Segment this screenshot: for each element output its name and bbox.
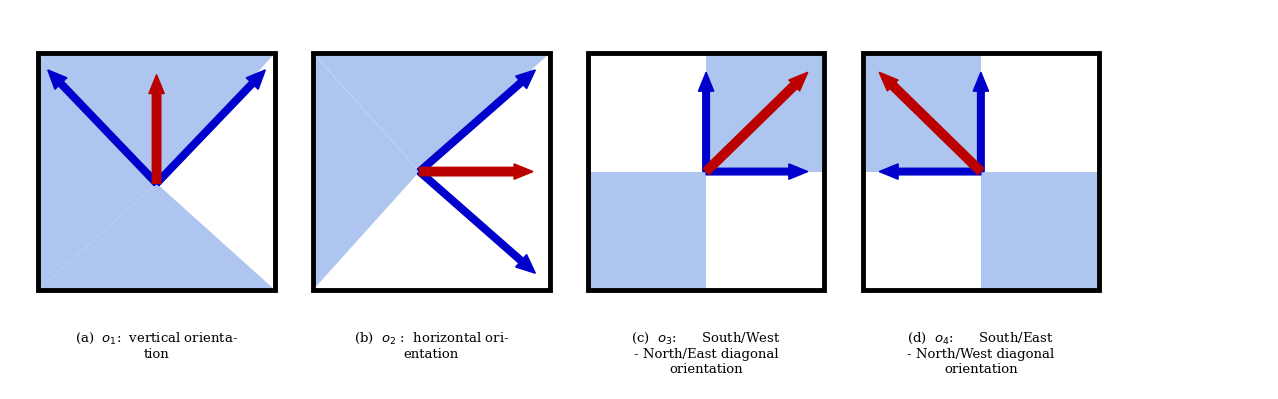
Text: (c)  $o_3$:      South/West
- North/East diagonal
orientation: (c) $o_3$: South/West - North/East diago… <box>631 331 781 376</box>
Bar <box>588 172 705 290</box>
FancyArrow shape <box>698 72 714 172</box>
FancyArrow shape <box>703 72 808 175</box>
FancyArrow shape <box>418 169 535 273</box>
FancyArrow shape <box>705 164 808 179</box>
FancyArrow shape <box>155 70 266 186</box>
Polygon shape <box>38 184 275 290</box>
FancyArrow shape <box>419 164 533 179</box>
Bar <box>705 53 824 172</box>
Polygon shape <box>313 53 419 290</box>
FancyArrow shape <box>879 72 984 175</box>
Bar <box>863 53 982 172</box>
FancyArrow shape <box>973 72 989 172</box>
Bar <box>982 172 1099 290</box>
FancyArrow shape <box>148 75 165 184</box>
FancyArrow shape <box>879 164 982 179</box>
FancyArrow shape <box>47 70 158 186</box>
Text: (d)  $o_4$:      South/East
- North/West diagonal
orientation: (d) $o_4$: South/East - North/West diago… <box>907 331 1054 376</box>
Polygon shape <box>38 53 156 290</box>
Polygon shape <box>419 53 550 172</box>
Polygon shape <box>313 53 419 172</box>
Text: (b)  $o_2$ :  horizontal ori-
entation: (b) $o_2$ : horizontal ori- entation <box>354 331 509 361</box>
FancyArrow shape <box>418 70 535 174</box>
Text: (a)  $o_1$:  vertical orienta-
tion: (a) $o_1$: vertical orienta- tion <box>75 331 238 361</box>
Polygon shape <box>38 53 275 184</box>
